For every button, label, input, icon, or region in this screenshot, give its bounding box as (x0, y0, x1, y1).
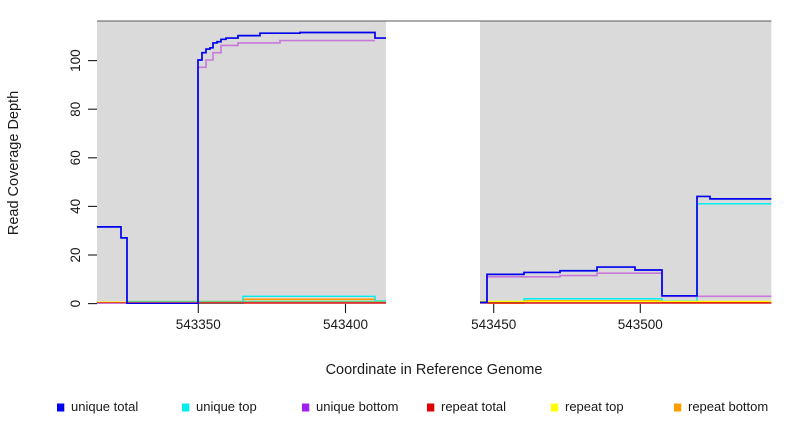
svg-text:543350: 543350 (176, 317, 221, 332)
svg-text:543400: 543400 (323, 317, 368, 332)
svg-text:100: 100 (68, 49, 83, 72)
svg-text:unique bottom: unique bottom (316, 399, 398, 414)
svg-text:20: 20 (68, 247, 83, 262)
svg-text:repeat total: repeat total (441, 399, 506, 414)
svg-text:60: 60 (68, 150, 83, 165)
svg-text:repeat top: repeat top (565, 399, 624, 414)
svg-text:unique top: unique top (196, 399, 257, 414)
svg-text:repeat bottom: repeat bottom (688, 399, 768, 414)
svg-text:543450: 543450 (471, 317, 516, 332)
svg-text:Read Coverage Depth: Read Coverage Depth (6, 91, 22, 235)
svg-text:unique total: unique total (71, 399, 138, 414)
svg-text:543500: 543500 (618, 317, 663, 332)
svg-text:0: 0 (68, 300, 83, 308)
svg-text:Coordinate in Reference Genome: Coordinate in Reference Genome (326, 362, 543, 378)
svg-text:40: 40 (68, 199, 83, 214)
svg-text:80: 80 (68, 102, 83, 117)
